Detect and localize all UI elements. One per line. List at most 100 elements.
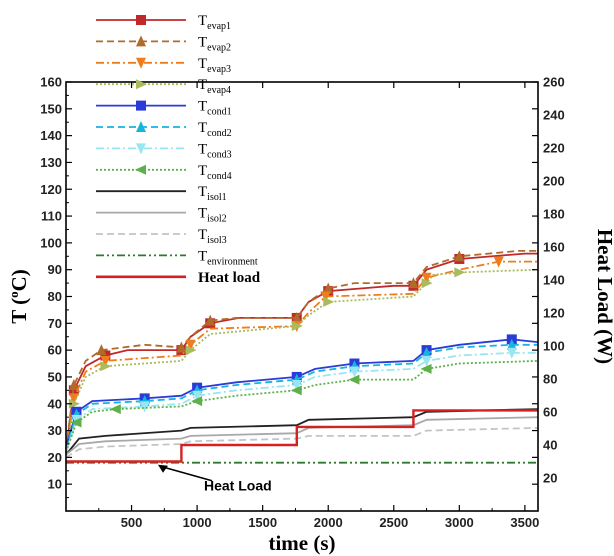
y-axis-label: T (oC) xyxy=(6,269,31,324)
marker-t-cond4 xyxy=(191,396,203,407)
marker-t-evap2 xyxy=(408,277,419,289)
marker-t-cond3 xyxy=(506,347,517,359)
y2-tick-label: 160 xyxy=(543,240,565,255)
marker-t-evap3 xyxy=(68,393,79,405)
legend-label-heat-load: Heat load xyxy=(198,270,261,286)
marker-t-evap2 xyxy=(68,378,79,390)
marker-t-evap3 xyxy=(493,256,504,268)
y-tick-label: 80 xyxy=(48,289,62,304)
marker-t-evap4 xyxy=(323,296,335,307)
y2-tick-label: 20 xyxy=(543,471,557,486)
y2-tick-label: 260 xyxy=(543,75,565,90)
legend-label-t-cond3: Tcond3 xyxy=(198,141,232,160)
series-t-cond1 xyxy=(65,334,539,447)
marker-t-evap4 xyxy=(454,267,466,278)
marker-t-cond2 xyxy=(421,346,432,358)
y-tick-label: 120 xyxy=(40,182,62,197)
marker-t-evap3 xyxy=(185,339,196,351)
legend-label-t-evap4: Tevap4 xyxy=(198,77,231,96)
legend-marker-t-evap1 xyxy=(136,15,146,25)
legend-label-t-evap2: Tevap2 xyxy=(198,34,231,53)
series-line-t-evap2 xyxy=(65,250,538,450)
y-tick-label: 130 xyxy=(40,155,62,170)
marker-t-evap4 xyxy=(291,320,303,331)
y-tick-label: 50 xyxy=(48,369,62,384)
marker-t-cond3 xyxy=(192,390,203,402)
x-tick-label: 1000 xyxy=(183,515,212,530)
marker-t-evap3 xyxy=(100,355,111,367)
legend-label-t-evap3: Tevap3 xyxy=(198,56,231,75)
y2-tick-label: 60 xyxy=(543,405,557,420)
series-line-heat-load xyxy=(66,409,538,463)
series-heat-load xyxy=(66,409,538,463)
y2-tick-label: 40 xyxy=(543,438,557,453)
annotation: Heat Load xyxy=(158,464,272,494)
marker-t-evap4 xyxy=(68,398,80,409)
legend-marker-t-evap4 xyxy=(136,79,147,90)
marker-t-evap3 xyxy=(421,272,432,284)
legend-label-t-cond2: Tcond2 xyxy=(198,120,232,139)
y-tick-label: 160 xyxy=(40,75,62,90)
series-t-isol3 xyxy=(65,427,539,459)
x-tick-label: 3000 xyxy=(445,515,474,530)
series-t-evap2 xyxy=(65,250,538,450)
marker-t-cond3 xyxy=(291,379,302,391)
y2-tick-label: 200 xyxy=(543,174,565,189)
series-line-t-isol2 xyxy=(65,416,539,456)
legend-marker-t-evap2 xyxy=(136,35,146,47)
y2-tick-label: 180 xyxy=(543,207,565,222)
y-tick-label: 90 xyxy=(48,262,62,277)
marker-t-cond3 xyxy=(139,401,150,413)
y2-tick-label: 140 xyxy=(543,273,565,288)
legend-label-t-isol2: Tisol2 xyxy=(198,206,227,225)
y-tick-label: 110 xyxy=(41,209,62,224)
y2-tick-label: 220 xyxy=(543,141,565,156)
y-tick-label: 40 xyxy=(48,396,62,411)
marker-t-cond3 xyxy=(421,355,432,367)
y-tick-label: 70 xyxy=(48,316,62,331)
y-tick-label: 30 xyxy=(48,423,62,438)
marker-t-evap2 xyxy=(454,250,465,262)
x-tick-label: 2000 xyxy=(314,515,343,530)
y2-tick-label: 240 xyxy=(543,108,565,123)
marker-t-evap1 xyxy=(100,350,111,361)
x-tick-label: 2500 xyxy=(379,515,408,530)
series-t-isol1 xyxy=(65,408,539,456)
x-tick-label: 1500 xyxy=(248,515,277,530)
legend: Tevap1 Tevap2 Tevap3 Tevap4 Tcond1 Tcond2 Tcon… xyxy=(96,13,261,286)
marker-t-evap4 xyxy=(421,278,433,289)
marker-t-evap2 xyxy=(96,344,107,356)
legend-marker-t-cond2 xyxy=(136,121,146,132)
legend-marker-t-cond4 xyxy=(135,164,146,175)
series-t-cond3 xyxy=(65,347,538,453)
series-line-t-cond4 xyxy=(65,360,539,453)
marker-t-evap2 xyxy=(323,282,334,294)
series-line-t-evap4 xyxy=(65,268,539,455)
legend-label-t-cond4: Tcond4 xyxy=(198,163,232,182)
y-tick-label: 20 xyxy=(48,450,62,465)
series-line-t-isol3 xyxy=(65,427,539,459)
y-tick-label: 10 xyxy=(48,477,62,492)
marker-t-evap2 xyxy=(291,311,302,323)
legend-label-t-evap1: Tevap1 xyxy=(198,13,231,32)
marker-t-evap2 xyxy=(176,341,187,353)
marker-t-evap4 xyxy=(100,361,112,372)
legend-marker-t-evap3 xyxy=(136,57,146,69)
plot-frame xyxy=(65,81,539,512)
x-tick-label: 3500 xyxy=(510,515,539,530)
marker-t-cond4 xyxy=(70,417,82,428)
legend-marker-t-cond3 xyxy=(136,143,146,155)
legend-label-t-environment: Tenvironment xyxy=(198,248,258,267)
marker-t-evap2 xyxy=(205,314,216,326)
series-line-t-cond2 xyxy=(65,343,538,450)
marker-t-evap4 xyxy=(185,345,197,356)
y2-tick-label: 100 xyxy=(543,339,565,354)
x-axis-label: time (s) xyxy=(268,531,335,555)
y-tick-label: 150 xyxy=(40,101,62,116)
annotation-heat-load: Heat Load xyxy=(204,478,272,494)
y-tick-label: 100 xyxy=(40,235,62,250)
marker-t-cond3 xyxy=(349,366,360,378)
series-line-t-isol1 xyxy=(65,408,539,456)
x-tick-label: 500 xyxy=(121,515,143,530)
